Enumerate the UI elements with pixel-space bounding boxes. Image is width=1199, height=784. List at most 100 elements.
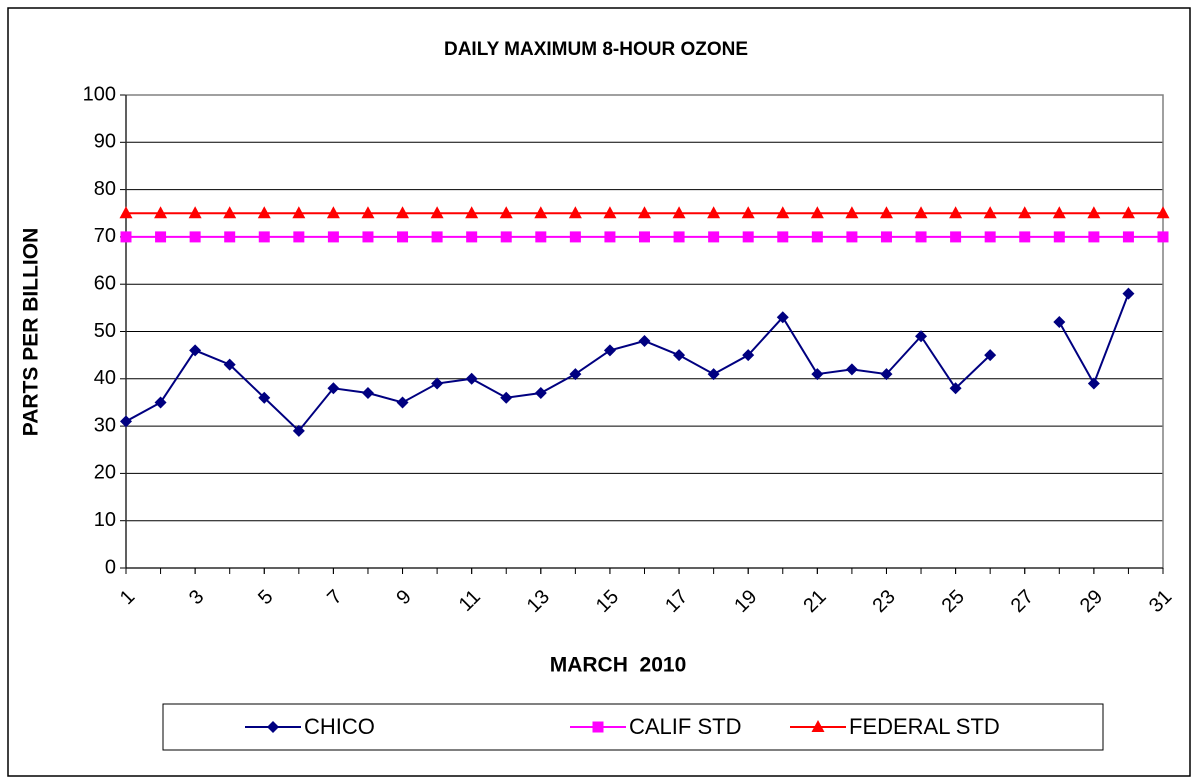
data-point	[879, 206, 893, 219]
data-point	[223, 358, 236, 371]
y-axis-title: PARTS PER BILLION	[20, 228, 43, 436]
data-point	[1053, 316, 1066, 329]
data-point	[846, 231, 858, 243]
data-point	[397, 231, 409, 243]
data-point	[811, 368, 824, 381]
data-point	[189, 344, 202, 357]
data-point	[1122, 287, 1135, 300]
data-point	[534, 206, 548, 219]
data-point	[983, 206, 997, 219]
data-point	[1053, 231, 1065, 243]
data-point	[120, 231, 132, 243]
data-point	[880, 368, 893, 381]
data-point	[811, 231, 823, 243]
data-point	[742, 349, 755, 362]
data-point	[120, 415, 132, 428]
data-point	[880, 231, 892, 243]
legend-marker	[811, 720, 825, 732]
data-point	[1157, 231, 1169, 243]
data-point	[707, 368, 720, 381]
data-point	[845, 363, 858, 376]
data-point	[431, 231, 443, 243]
data-point	[292, 206, 306, 219]
y-tick-label: 90	[94, 131, 116, 153]
data-point	[638, 334, 651, 347]
data-point	[915, 330, 928, 343]
data-point	[466, 231, 478, 243]
data-point	[396, 206, 410, 219]
data-point	[1156, 206, 1170, 219]
data-point	[396, 396, 409, 409]
data-point	[465, 206, 479, 219]
data-point	[500, 231, 512, 243]
data-point	[776, 311, 789, 324]
data-point	[777, 231, 789, 243]
legend-label: CHICO	[304, 714, 375, 739]
y-tick-label: 60	[94, 272, 116, 294]
y-tick-label: 30	[94, 414, 116, 436]
data-point	[119, 206, 133, 219]
data-point	[154, 206, 168, 219]
y-tick-label: 80	[94, 178, 116, 200]
data-point	[1018, 206, 1032, 219]
data-point	[1019, 231, 1031, 243]
data-point	[257, 206, 271, 219]
legend-marker	[267, 721, 279, 733]
legend-label: CALIF STD	[629, 714, 741, 739]
data-point	[499, 206, 513, 219]
data-point	[362, 231, 374, 243]
data-point	[224, 231, 236, 243]
legend-box	[162, 703, 1104, 751]
data-point	[1087, 377, 1100, 390]
data-point	[465, 372, 478, 385]
data-point	[500, 391, 513, 404]
data-point	[638, 206, 651, 219]
legend-label: FEDERAL STD	[849, 714, 1000, 739]
y-tick-label: 20	[94, 462, 116, 484]
y-tick-label: 70	[94, 225, 116, 247]
data-point	[603, 344, 616, 357]
data-point	[361, 386, 374, 399]
data-point	[1122, 231, 1134, 243]
data-point	[1088, 231, 1100, 243]
data-point	[569, 368, 582, 381]
data-point	[603, 206, 617, 219]
data-point	[741, 206, 755, 219]
y-tick-label: 10	[94, 509, 116, 531]
data-point	[431, 377, 444, 390]
data-point	[810, 206, 824, 219]
data-point	[258, 231, 270, 243]
data-point	[984, 349, 997, 362]
data-point	[776, 206, 790, 219]
data-point	[189, 231, 201, 243]
data-point	[258, 391, 271, 404]
data-point	[535, 231, 547, 243]
data-point	[568, 206, 582, 219]
data-point	[361, 206, 375, 219]
data-point	[639, 231, 650, 243]
data-point	[1052, 206, 1066, 219]
data-point	[742, 231, 754, 243]
y-tick-label: 40	[94, 367, 116, 389]
data-point	[604, 231, 616, 243]
data-point	[672, 206, 686, 219]
data-point	[569, 231, 581, 243]
data-point	[673, 231, 685, 243]
chart-title: DAILY MAXIMUM 8-HOUR OZONE	[444, 39, 748, 60]
data-point	[327, 231, 339, 243]
data-point	[223, 206, 237, 219]
y-tick-label: 0	[105, 556, 116, 578]
data-point	[949, 206, 963, 219]
data-point	[534, 386, 547, 399]
data-point	[1121, 206, 1135, 219]
data-point	[984, 231, 996, 243]
data-point	[155, 231, 167, 243]
data-point	[914, 206, 928, 219]
data-point	[188, 206, 202, 219]
y-tick-label: 100	[83, 83, 116, 105]
data-point	[949, 382, 962, 395]
data-point	[293, 231, 305, 243]
x-axis-title: MARCH 2010	[550, 654, 687, 677]
data-point	[708, 231, 720, 243]
chart-border	[7, 7, 1191, 777]
